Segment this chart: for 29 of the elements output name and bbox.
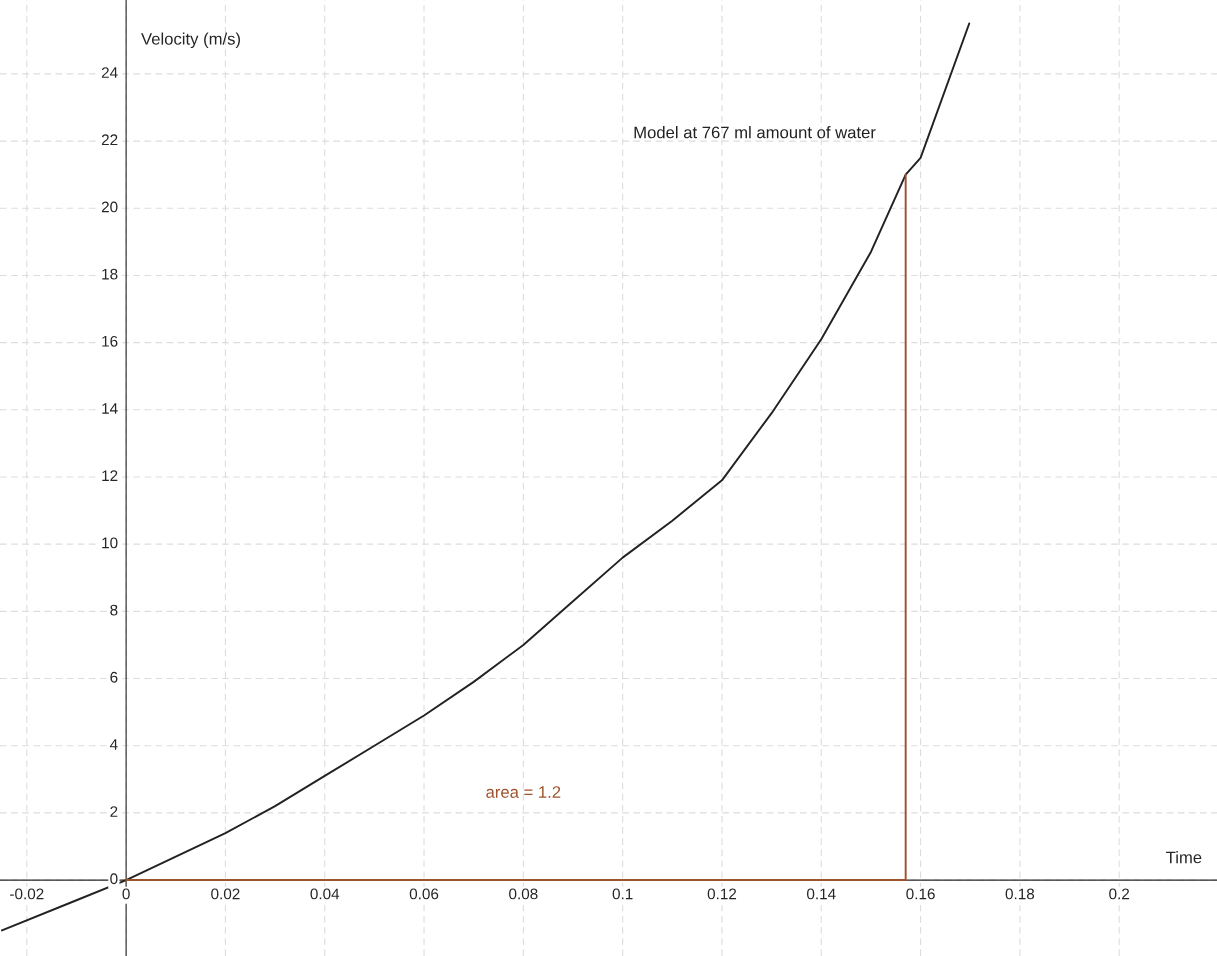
x-tick-label: 0.04 bbox=[310, 888, 340, 900]
x-tick-label: 0.1 bbox=[612, 888, 633, 900]
x-tick-label: 0.12 bbox=[707, 888, 737, 900]
y-tick-label: 6 bbox=[110, 671, 118, 683]
y-tick-label: 24 bbox=[101, 67, 118, 78]
y-axis-title: Velocity (m/s) bbox=[141, 32, 240, 49]
y-tick-label: 8 bbox=[110, 604, 118, 616]
x-tick-label: 0.14 bbox=[806, 888, 836, 900]
y-tick-label: 0 bbox=[110, 873, 118, 885]
x-tick-label: 0.2 bbox=[1109, 888, 1130, 900]
y-tick-label: 14 bbox=[102, 403, 118, 414]
x-tick-label: 0.18 bbox=[1005, 888, 1035, 900]
x-axis-title: Time bbox=[1166, 851, 1202, 864]
y-tick-label: 18 bbox=[102, 268, 118, 280]
x-tick-label: 0 bbox=[122, 888, 130, 900]
y-tick-label: 4 bbox=[109, 739, 118, 750]
y-tick-label: 12 bbox=[102, 470, 118, 481]
annotation: Model at 767 ml amount of water bbox=[634, 126, 876, 139]
y-tick-label: 22 bbox=[101, 134, 118, 146]
y-tick-label: 2 bbox=[110, 806, 118, 817]
y-tick-label: 20 bbox=[101, 201, 118, 213]
y-tick-label: 10 bbox=[102, 537, 118, 549]
annotation: area = 1.2 bbox=[486, 786, 561, 798]
x-tick-label: 0.06 bbox=[409, 888, 439, 900]
x-tick-label: 0.08 bbox=[509, 888, 538, 900]
x-tick-label: 0.16 bbox=[906, 888, 935, 900]
y-tick-label: 16 bbox=[102, 335, 118, 347]
x-tick-label: -0.02 bbox=[10, 888, 44, 900]
x-tick-label: 0.02 bbox=[211, 888, 240, 900]
